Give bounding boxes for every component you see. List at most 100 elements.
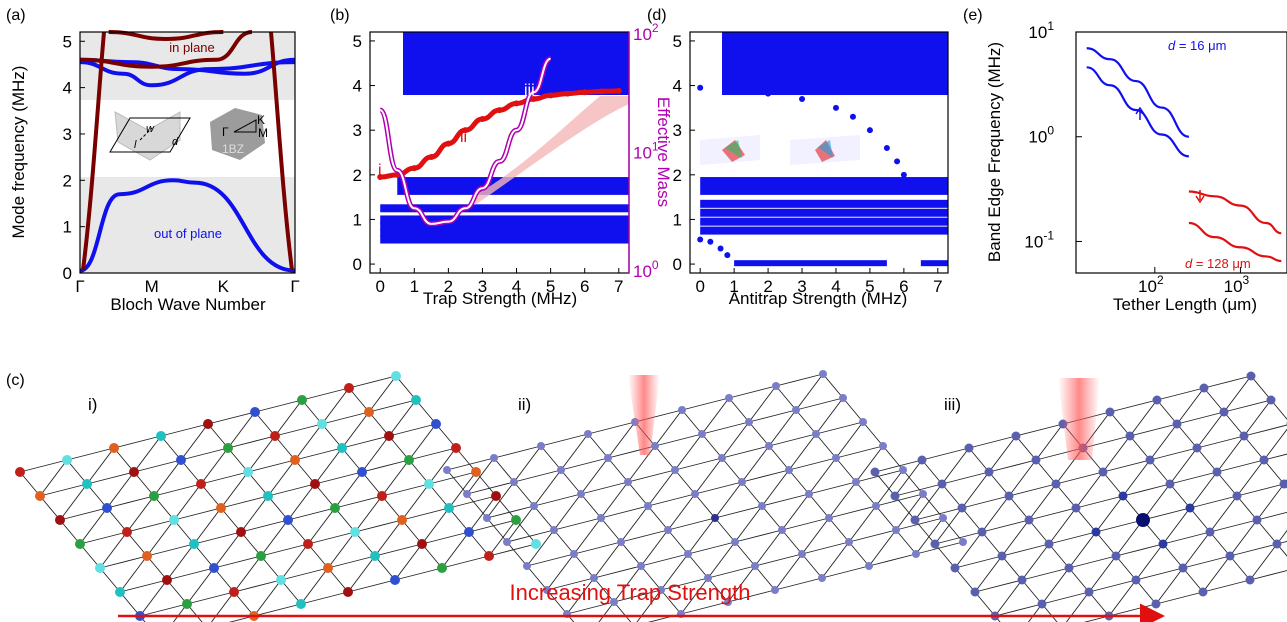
lattice-edge — [540, 445, 562, 471]
lattice-edge — [1182, 555, 1231, 569]
lattice-edge — [99, 531, 128, 569]
lattice-edge — [287, 507, 336, 521]
lattice-node — [691, 490, 699, 498]
panel-e-frame — [1075, 31, 1287, 274]
lattice-edge — [233, 579, 282, 593]
lattice-ii — [443, 370, 967, 622]
lattice-node — [330, 503, 340, 513]
lattice-edge — [848, 541, 870, 567]
lattice-node — [464, 527, 474, 537]
lattice-edge — [354, 531, 376, 557]
lattice-edge — [493, 457, 515, 483]
lattice-edge — [106, 495, 155, 509]
lattice-edge — [1115, 555, 1137, 581]
lattice-edge — [1008, 459, 1037, 497]
lattice-edge — [654, 409, 683, 447]
lattice-edge — [828, 517, 850, 543]
lattice-edge — [374, 543, 423, 557]
lattice-edge — [781, 529, 803, 555]
panel-e-ytick-label-1: 100 — [1028, 124, 1054, 147]
lattice-edge — [894, 459, 923, 497]
lattice-node — [431, 419, 441, 429]
lattice-edge — [475, 471, 497, 497]
panel-b-trapped-point-4 — [445, 140, 452, 147]
lattice-edge — [1088, 591, 1110, 617]
lattice-node — [879, 442, 887, 450]
lattice-edge — [86, 483, 108, 509]
lattice-node — [1198, 587, 1208, 597]
lattice-edge — [213, 555, 262, 569]
lattice-edge — [435, 423, 457, 449]
lattice-edge — [566, 601, 615, 615]
lattice-edge — [381, 483, 430, 497]
lattice-edge — [775, 385, 797, 411]
panel-e: 102 103 10-1 100 101 Band Edge Frequency (M… — [985, 19, 1287, 314]
lattice-edge — [674, 433, 703, 471]
increasing-trap-label: Increasing Trap Strength — [510, 580, 751, 605]
lattice-edge — [220, 507, 242, 533]
lattice-edge — [701, 421, 750, 435]
panel-b-trapped-point-2 — [411, 165, 418, 172]
lattice-edge — [968, 447, 990, 473]
lattice-node — [610, 598, 618, 606]
lattice-edge — [526, 553, 575, 567]
lattice-edge — [828, 481, 857, 519]
panel-d-ytick-label-5: 5 — [673, 32, 682, 51]
lattice-node — [243, 467, 253, 477]
lattice-node — [1098, 467, 1108, 477]
panel-b-lower-band-1 — [380, 215, 629, 224]
lattice-node — [664, 526, 672, 534]
lattice-edge — [260, 543, 309, 557]
panel-e-xtick-label-1: 103 — [1224, 273, 1250, 296]
lattice-edge — [600, 517, 622, 543]
lattice-node — [751, 562, 759, 570]
panel-d-antitrap-point-0 — [697, 84, 704, 91]
lattice-edge — [227, 435, 276, 449]
lattice-edge — [754, 529, 783, 567]
lattice-edge — [788, 469, 810, 495]
lattice-node — [977, 527, 987, 537]
panel-a-ytick-label-1: 1 — [63, 218, 72, 237]
panel-d-lower-band-1 — [700, 208, 948, 217]
lattice-node — [597, 514, 605, 522]
lattice-node — [236, 527, 246, 537]
lattice-edge — [394, 567, 443, 581]
lattice-edge — [600, 481, 629, 519]
lattice-node — [872, 502, 880, 510]
panel-d-xlabel: Antitrap Strength (MHz) — [729, 289, 908, 308]
lattice-edge — [734, 505, 763, 543]
lattice-edge — [186, 567, 215, 605]
lattice-edge — [193, 507, 222, 545]
lattice-edge — [1176, 411, 1225, 425]
lattice-edge — [180, 447, 229, 461]
lattice-node — [1064, 563, 1074, 573]
lattice-edge — [1068, 555, 1117, 569]
lattice-edge — [394, 543, 423, 581]
lattice-edge — [526, 565, 548, 591]
lattice-edge — [193, 531, 242, 545]
lattice-edge — [1229, 519, 1258, 557]
panel-b-lower-band-3 — [380, 228, 629, 237]
panel-d-low-point-1 — [707, 238, 714, 245]
panel-b-trapped-point-7 — [496, 107, 503, 114]
lattice-node — [1266, 395, 1276, 405]
lattice-node — [209, 563, 219, 573]
lattice-node — [657, 586, 665, 594]
lattice-edge — [166, 543, 195, 581]
panel-b-ytick-label-5: 5 — [353, 32, 362, 51]
lattice-edge — [1015, 435, 1037, 461]
panel-a-band-edge-left — [81, 31, 106, 271]
lattice-edge — [448, 507, 470, 533]
lattice-edge — [153, 459, 182, 497]
lattice-edge — [694, 481, 743, 495]
lattice-edge — [388, 435, 410, 461]
lattice-node — [109, 443, 119, 453]
lattice-edge — [1075, 495, 1124, 509]
lattice-edge — [468, 531, 490, 557]
lattice-node — [718, 454, 726, 462]
lattice-node — [725, 394, 733, 402]
lattice-node — [1172, 419, 1182, 429]
lattice-node — [223, 443, 233, 453]
lattice-edge — [247, 435, 276, 473]
lattice-node — [1004, 491, 1014, 501]
